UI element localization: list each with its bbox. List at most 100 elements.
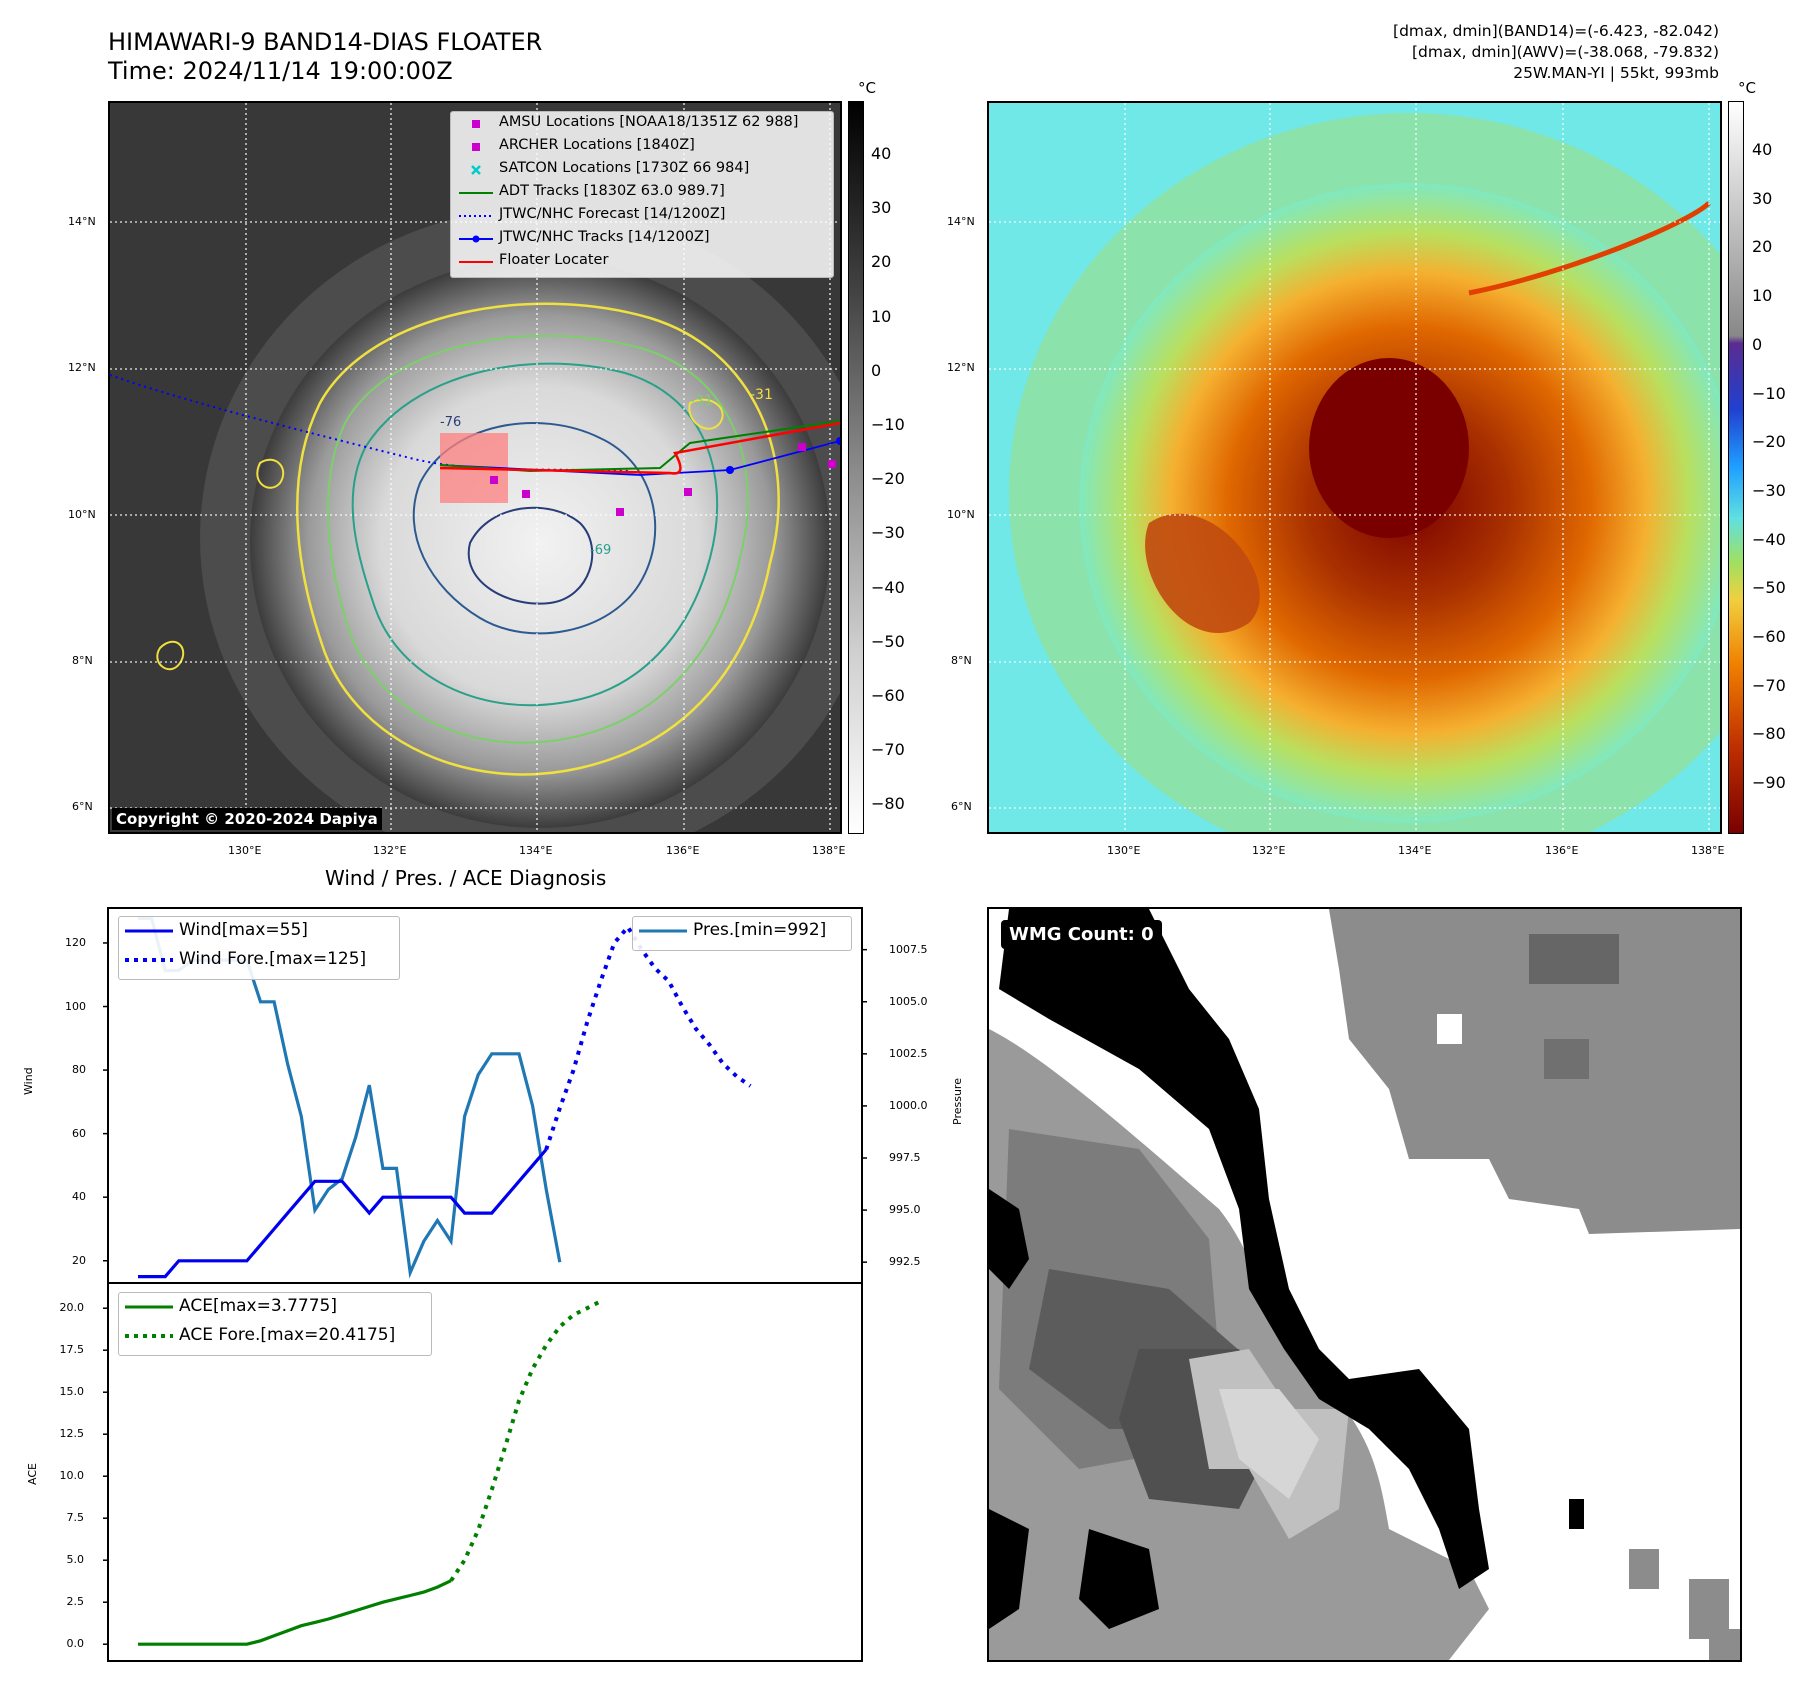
colorbar-tick-label: 30 xyxy=(1752,188,1773,208)
legend-item-forecast: JTWC/NHC Forecast [14/1200Z] xyxy=(459,206,726,222)
wmg-panel[interactable]: WMG Count: 0 xyxy=(987,907,1742,1662)
colorbar-tick-label: −60 xyxy=(1752,627,1786,646)
axis-tick-label: 7.5 xyxy=(66,1511,85,1525)
ace-legend: ACE[max=3.7775] ACE Fore.[max=20.4175] xyxy=(118,1292,432,1356)
legend-item-pressure: Pres.[min=992] xyxy=(639,920,827,940)
lat-label: 12°N xyxy=(68,361,96,374)
contour-label: -31 xyxy=(750,387,773,403)
axis-tick-label: 40 xyxy=(72,1190,86,1204)
legend-item-ace: ACE[max=3.7775] xyxy=(125,1296,337,1316)
lat-label: 10°N xyxy=(947,508,975,521)
wmg-graphic xyxy=(989,909,1740,1660)
wind-series-line xyxy=(138,1148,548,1279)
legend-item-track: JTWC/NHC Tracks [14/1200Z] xyxy=(451,227,833,250)
legend-item-amsu: AMSU Locations [NOAA18/1351Z 62 988] xyxy=(451,112,833,135)
ace-series-line xyxy=(138,1579,452,1646)
colorbar-tick-label: −30 xyxy=(1752,480,1786,500)
axis-tick-label: 1005.0 xyxy=(889,994,928,1008)
axis-tick-label: 15.0 xyxy=(59,1385,85,1399)
colorbar-tick-label: 0 xyxy=(871,360,882,380)
ace-plot-frame xyxy=(107,1282,863,1662)
contour-label: -76 xyxy=(440,415,462,430)
awv-map-panel[interactable] xyxy=(987,101,1722,834)
colorbar-tick-label: 10 xyxy=(1752,286,1773,306)
legend-item-wind: Wind[max=55] xyxy=(125,920,308,940)
colorbar-tick-label: 20 xyxy=(1752,237,1773,257)
colorbar-tick-label: 0 xyxy=(1752,334,1763,354)
legend-item-wind-forecast: Wind Fore.[max=125] xyxy=(125,949,367,969)
colorbar-tick-label: −80 xyxy=(1752,724,1786,744)
lon-label: 136°E xyxy=(666,844,700,857)
colorbar-tick-label: −20 xyxy=(871,469,905,489)
wind-axis-label: Wind xyxy=(22,1067,35,1095)
ir-map-panel[interactable]: -31 -31 -76 -69 AMSU Locations [NOAA18/1… xyxy=(108,101,842,834)
axis-tick-label: 60 xyxy=(72,1126,86,1140)
axis-tick-label: 20.0 xyxy=(59,1301,85,1315)
awv-colorbar xyxy=(1728,101,1744,834)
figure-time: Time: 2024/11/14 19:00:00Z xyxy=(108,57,453,85)
axis-tick-label: 2.5 xyxy=(66,1595,85,1609)
axis-tick-label: 10.0 xyxy=(59,1469,85,1483)
meta-awv: [dmax, dmin](AWV)=(-38.068, -79.832) xyxy=(1412,43,1719,61)
colorbar-tick-label: −50 xyxy=(871,631,905,651)
axis-tick-label: 995.0 xyxy=(889,1203,921,1217)
lon-label: 132°E xyxy=(1252,844,1286,857)
axis-tick-label: 992.5 xyxy=(889,1255,921,1269)
colorbar-tick-label: −60 xyxy=(871,686,905,705)
lat-label: 6°N xyxy=(72,800,93,813)
colorbar-tick-label: −10 xyxy=(871,415,905,434)
colorbar-tick-label: −50 xyxy=(1752,578,1786,598)
axis-tick-label: 1000.0 xyxy=(889,1098,928,1112)
wind-forecast-series-line xyxy=(544,923,752,1151)
meta-band14: [dmax, dmin](BAND14)=(-6.423, -82.042) xyxy=(1393,22,1719,40)
axis-tick-label: 80 xyxy=(72,1063,86,1077)
lon-label: 138°E xyxy=(1691,844,1725,857)
lon-label: 130°E xyxy=(228,844,262,857)
wind-legend: Wind[max=55] Wind Fore.[max=125] xyxy=(118,916,400,980)
pressure-legend: Pres.[min=992] xyxy=(632,916,852,951)
axis-tick-label: 1007.5 xyxy=(889,942,928,956)
lon-label: 134°E xyxy=(519,844,553,857)
colorbar-tick-label: 40 xyxy=(871,144,892,163)
colorbar-tick-label: −40 xyxy=(871,577,905,597)
axis-tick-label: 5.0 xyxy=(66,1553,85,1567)
colorbar-tick-label: −70 xyxy=(1752,675,1786,695)
axis-tick-label: 1002.5 xyxy=(889,1046,928,1060)
ir-legend: AMSU Locations [NOAA18/1351Z 62 988] ARC… xyxy=(450,111,834,278)
colorbar-tick-label: −20 xyxy=(1752,432,1786,452)
legend-item-archer: ARCHER Locations [1840Z] xyxy=(451,135,833,158)
ir-colorbar-unit: °C xyxy=(858,79,876,97)
copyright-label: Copyright © 2020-2024 Dapiya xyxy=(112,808,382,830)
lat-label: 8°N xyxy=(951,654,972,667)
axis-tick-label: 0.0 xyxy=(66,1637,85,1651)
diag-title: Wind / Pres. / ACE Diagnosis xyxy=(325,866,607,890)
axis-tick-label: 100 xyxy=(65,999,86,1013)
colorbar-tick-label: −80 xyxy=(871,794,905,814)
colorbar-tick-label: −30 xyxy=(871,523,905,543)
legend-item-ace-forecast: ACE Fore.[max=20.4175] xyxy=(125,1325,396,1345)
lon-label: 130°E xyxy=(1107,844,1141,857)
axis-tick-label: 12.5 xyxy=(59,1427,85,1441)
colorbar-tick-label: 20 xyxy=(871,252,892,272)
axis-tick-label: 997.5 xyxy=(889,1151,921,1164)
lat-label: 12°N xyxy=(947,361,975,374)
awv-map-graphic xyxy=(989,103,1720,832)
colorbar-tick-label: −70 xyxy=(871,740,905,760)
colorbar-tick-label: 30 xyxy=(871,198,892,218)
lon-label: 138°E xyxy=(812,844,846,857)
axis-tick-label: 17.5 xyxy=(59,1343,85,1357)
lat-label: 8°N xyxy=(72,654,93,667)
wmg-count-badge: WMG Count: 0 xyxy=(1001,920,1162,949)
pressure-axis-label: Pressure xyxy=(951,1078,964,1125)
legend-item-adt: ADT Tracks [1830Z 63.0 989.7] xyxy=(459,183,725,199)
lon-label: 132°E xyxy=(373,844,407,857)
contour-label: -69 xyxy=(590,543,612,558)
ace-forecast-series-line xyxy=(449,1299,602,1582)
lon-label: 134°E xyxy=(1398,844,1432,857)
colorbar-tick-label: −90 xyxy=(1752,773,1786,793)
lat-label: 6°N xyxy=(951,800,972,813)
legend-item-floater: Floater Locater xyxy=(459,252,609,268)
colorbar-tick-label: 10 xyxy=(871,306,892,326)
contour-label: -31 xyxy=(690,393,713,409)
axis-tick-label: 20 xyxy=(72,1253,86,1267)
